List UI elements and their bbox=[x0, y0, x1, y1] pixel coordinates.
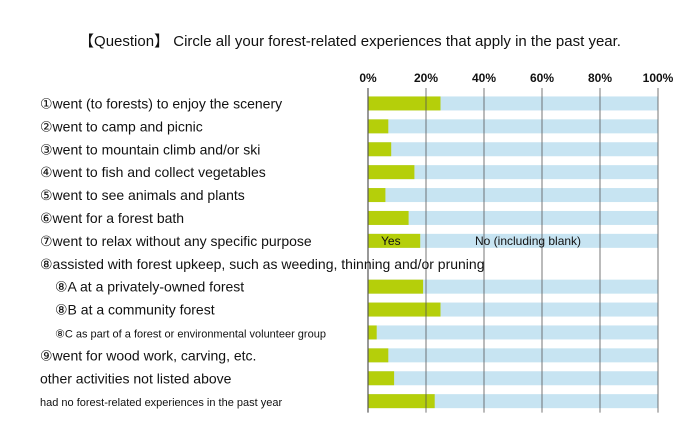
row-label: ①went (to forests) to enjoy the scenery bbox=[40, 95, 282, 111]
row-label: ③went to mountain climb and/or ski bbox=[40, 141, 260, 157]
bar-yes bbox=[368, 279, 424, 294]
x-tick-label: 60% bbox=[530, 71, 554, 85]
row-label: ⑦went to relax without any specific purp… bbox=[40, 233, 312, 249]
bar-yes bbox=[368, 325, 377, 340]
bar-no bbox=[368, 165, 658, 180]
bar-yes bbox=[368, 371, 395, 386]
bar-no bbox=[368, 210, 658, 225]
bar-no bbox=[368, 119, 658, 134]
bar-yes bbox=[368, 142, 392, 157]
bar-yes bbox=[368, 119, 389, 134]
bar-no bbox=[368, 325, 658, 340]
row-label: ⑧A at a privately-owned forest bbox=[55, 279, 244, 295]
x-tick-label: 40% bbox=[472, 71, 496, 85]
x-tick-label: 0% bbox=[359, 71, 377, 85]
x-tick-label: 20% bbox=[414, 71, 438, 85]
bar-no bbox=[368, 188, 658, 203]
series-label-no: No (including blank) bbox=[475, 234, 581, 248]
chart-title: 【Question】 Circle all your forest-relate… bbox=[79, 33, 621, 50]
row-label: ④went to fish and collect vegetables bbox=[40, 164, 266, 180]
row-label: ②went to camp and picnic bbox=[40, 118, 203, 134]
bar-no bbox=[368, 394, 658, 409]
bar-no bbox=[368, 348, 658, 363]
bar-no bbox=[368, 371, 658, 386]
row-label: had no forest-related experiences in the… bbox=[40, 397, 282, 409]
row-label: ⑥went for a forest bath bbox=[40, 210, 184, 226]
row-label: ⑨went for wood work, carving, etc. bbox=[40, 347, 256, 363]
bar-yes bbox=[368, 188, 386, 203]
x-tick-label: 100% bbox=[643, 71, 674, 85]
bar-yes bbox=[368, 165, 415, 180]
bar-no bbox=[368, 142, 658, 157]
row-label: ⑤went to see animals and plants bbox=[40, 187, 245, 203]
row-label: ⑧B at a community forest bbox=[55, 302, 215, 318]
bar-yes bbox=[368, 394, 435, 409]
bar-no bbox=[368, 233, 658, 248]
row-label: other activities not listed above bbox=[40, 370, 232, 386]
bar-yes bbox=[368, 233, 421, 248]
x-tick-label: 80% bbox=[588, 71, 612, 85]
row-label: ⑧C as part of a forest or environmental … bbox=[55, 328, 326, 340]
bar-yes bbox=[368, 96, 441, 111]
bar-yes bbox=[368, 348, 389, 363]
bar-yes bbox=[368, 302, 441, 317]
bar-no bbox=[368, 279, 658, 294]
bar-yes bbox=[368, 210, 409, 225]
row-label: ⑧assisted with forest upkeep, such as we… bbox=[40, 256, 485, 272]
series-label-yes: Yes bbox=[381, 234, 401, 248]
